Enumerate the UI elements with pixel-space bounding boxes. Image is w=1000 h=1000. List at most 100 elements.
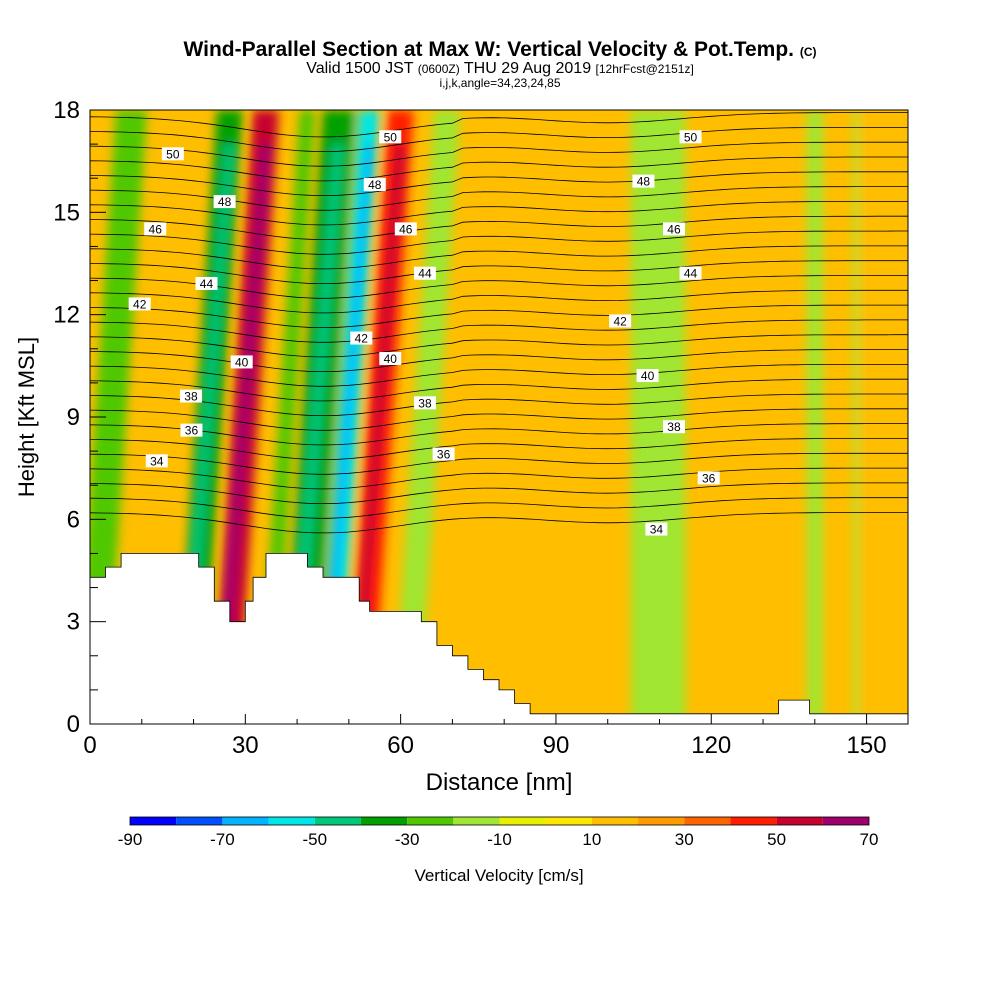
- theta-contour-line: [90, 482, 908, 504]
- theta-contour-line: [90, 467, 908, 490]
- velocity-band-11: [654, 110, 686, 724]
- chart-valid-time: Valid 1500 JST (0600Z) THU 29 Aug 2019 […: [306, 60, 694, 77]
- velocity-band-15: [858, 110, 875, 724]
- contour-label: 42: [350, 331, 373, 346]
- contour-label-text: 40: [235, 355, 249, 369]
- velocity-band-8: [478, 110, 499, 724]
- velocity-core-2: [219, 144, 272, 656]
- contour-label-text: 46: [667, 222, 681, 236]
- y-axis-label: Height [Kft MSL]: [14, 337, 39, 497]
- contour-label-text: 40: [384, 352, 398, 366]
- contour-label-text: 38: [418, 396, 432, 410]
- contour-label-text: 36: [702, 471, 716, 485]
- x-tick-label: 0: [83, 732, 96, 759]
- contour-label-bg: [413, 266, 436, 280]
- velocity-core-4: [290, 144, 345, 656]
- contour-label-bg: [128, 297, 151, 311]
- y-tick-label: 0: [67, 711, 80, 738]
- contour-label: 40: [636, 369, 659, 383]
- colorbar-swatch: [684, 817, 731, 825]
- contour-label-text: 34: [650, 523, 664, 537]
- contour-label: 46: [394, 222, 417, 236]
- contour-label-bg: [379, 352, 402, 366]
- contour-label-text: 42: [133, 297, 147, 311]
- contour-label-bg: [145, 454, 168, 468]
- contour-label: 44: [413, 266, 436, 281]
- colorbar-tick-label: 50: [767, 830, 786, 849]
- colorbar-tick-label: -90: [118, 830, 143, 849]
- contour-label: 42: [128, 297, 151, 311]
- theta-contour-line: [90, 245, 908, 270]
- theta-contour-line: [90, 127, 908, 152]
- colorbar-swatch: [268, 817, 315, 825]
- contour-label-text: 42: [613, 314, 627, 328]
- contour-label: 36: [432, 447, 455, 462]
- contour-label: 38: [413, 396, 436, 410]
- colorbar-tick-label: -30: [395, 830, 420, 849]
- contour-label-bg: [632, 174, 655, 188]
- theta-contour-line: [90, 364, 908, 387]
- x-axis-label: Distance [nm]: [426, 769, 573, 796]
- contour-label-text: 44: [418, 267, 432, 281]
- contour-label-text: 46: [149, 222, 163, 236]
- x-tick-label: 90: [543, 732, 570, 759]
- theta-contour-line: [90, 512, 908, 534]
- theta-contours: [90, 112, 908, 534]
- contour-label: 50: [379, 130, 402, 144]
- colorbar-tick-label: 30: [675, 830, 694, 849]
- colorbar-frame: [129, 816, 870, 826]
- contour-label: 34: [145, 454, 168, 468]
- contour-label-bg: [662, 222, 685, 236]
- contour-label: 44: [679, 266, 702, 281]
- colorbar-label: Vertical Velocity [cm/s]: [414, 866, 583, 885]
- velocity-band-12: [763, 110, 784, 724]
- contour-label: 48: [363, 178, 386, 192]
- contour-label: 46: [144, 222, 167, 236]
- colorbar-swatch: [407, 817, 454, 825]
- contour-label-text: 38: [184, 390, 198, 404]
- colorbar-swatch: [638, 817, 685, 825]
- contour-label: 46: [662, 222, 685, 236]
- colorbar-swatch: [360, 817, 408, 825]
- theta-contour-line: [90, 497, 908, 519]
- contour-label: 50: [679, 130, 702, 144]
- velocity-core-1: [183, 144, 235, 656]
- y-tick-label: 3: [67, 609, 80, 636]
- x-tick-label: 60: [387, 732, 414, 759]
- colorbar-swatch: [822, 817, 869, 825]
- theta-contour-line: [90, 423, 908, 446]
- velocity-band-7: [392, 110, 461, 724]
- theta-contour-line: [90, 275, 908, 299]
- colorbar-swatch: [176, 817, 223, 825]
- velocity-band-0: [90, 110, 147, 724]
- contour-label-bg: [161, 147, 184, 161]
- y-tick-label: 18: [53, 97, 80, 124]
- theta-contour-line: [90, 289, 908, 314]
- contour-label-text: 50: [166, 147, 180, 161]
- colorbar-tick-label: 10: [582, 830, 601, 849]
- x-tick-label: 120: [691, 732, 731, 759]
- theta-contour-line: [90, 304, 908, 328]
- x-tick-label: 30: [232, 732, 259, 759]
- contour-label-bg: [230, 355, 253, 369]
- colorbar-swatch: [591, 817, 639, 825]
- contour-label-bg: [432, 447, 455, 461]
- contour-labels: 50 48 46 44 42 40 38 36 34 50 48 46 44 42 40 38 36 50 48 46…: [128, 130, 720, 537]
- colorbar-swatch: [222, 817, 269, 825]
- theta-contour-line: [90, 230, 908, 255]
- contour-label-bg: [144, 222, 167, 236]
- contour-label-text: 44: [200, 277, 214, 291]
- y-tick-label: 6: [67, 506, 80, 533]
- theta-contour-line: [90, 260, 908, 284]
- theta-contour-line: [90, 452, 908, 475]
- contour-label-bg: [213, 195, 236, 209]
- contour-label: 38: [179, 389, 202, 404]
- contour-label-bg: [180, 423, 203, 437]
- contour-label-bg: [363, 178, 386, 192]
- plot-area: 50 48 46 44 42 40 38 36 34 50 48 46 44 42 40 38 36 50 48 46…: [90, 110, 908, 724]
- theta-contour-line: [90, 141, 908, 167]
- contour-label-bg: [679, 130, 702, 144]
- colorbar-swatch: [499, 817, 546, 825]
